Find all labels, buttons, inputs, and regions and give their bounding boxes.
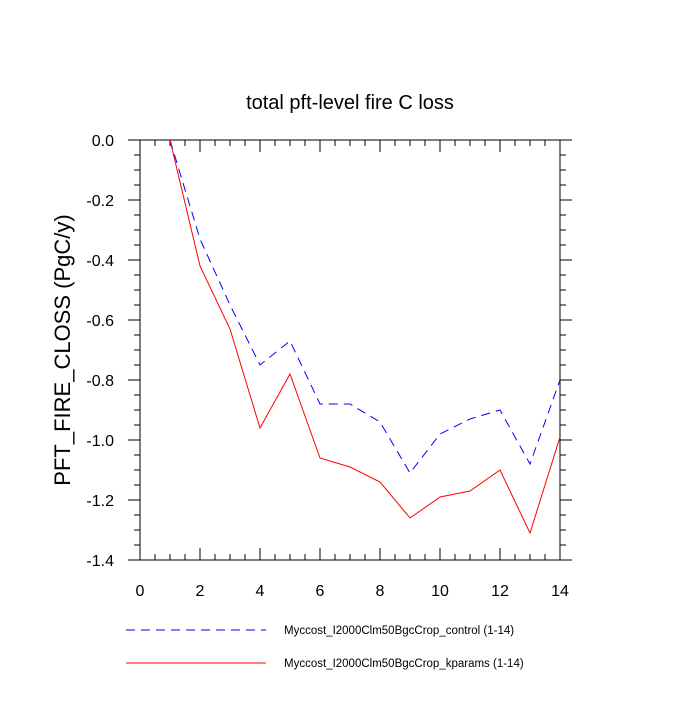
legend: Myccost_I2000Clm50BgcCrop_control (1-14)… xyxy=(126,625,524,670)
chart-title: total pft-level fire C loss xyxy=(246,92,454,114)
series-layer xyxy=(169,139,561,535)
x-tick-label: 10 xyxy=(431,583,449,600)
x-tick-label: 4 xyxy=(256,583,265,600)
y-tick-label: 0.0 xyxy=(92,133,114,150)
x-tick-label: 0 xyxy=(136,583,145,600)
y-tick-label: -1.0 xyxy=(86,433,114,450)
y-axis-label: PFT_FIRE_CLOSS (PgC/y) xyxy=(50,214,75,485)
x-tick-label: 14 xyxy=(551,583,569,600)
legend-label-1: Myccost_I2000Clm50BgcCrop_control (1-14) xyxy=(284,625,514,637)
x-tick-label: 2 xyxy=(196,583,205,600)
y-tick-label: -0.2 xyxy=(86,193,114,210)
y-tick-label: -1.4 xyxy=(86,553,114,570)
legend-label-2: Myccost_I2000Clm50BgcCrop_kparams (1-14) xyxy=(284,658,524,670)
series-line-2 xyxy=(169,139,561,535)
series-line-1 xyxy=(169,139,561,474)
x-tick-label: 12 xyxy=(491,583,509,600)
y-tick-label: -0.6 xyxy=(86,313,114,330)
x-tick-label: 8 xyxy=(376,583,385,600)
ticks-layer: 0 2 4 6 8 10 12 14 0.0 -0.2 -0.4 -0.6 -0.8 -1.0 -1.2 -1… xyxy=(86,133,572,600)
y-tick-label: -1.2 xyxy=(86,493,114,510)
y-tick-label: -0.4 xyxy=(86,253,114,270)
x-tick-label: 6 xyxy=(316,583,325,600)
y-tick-label: -0.8 xyxy=(86,373,114,390)
plot-frame xyxy=(139,139,561,561)
